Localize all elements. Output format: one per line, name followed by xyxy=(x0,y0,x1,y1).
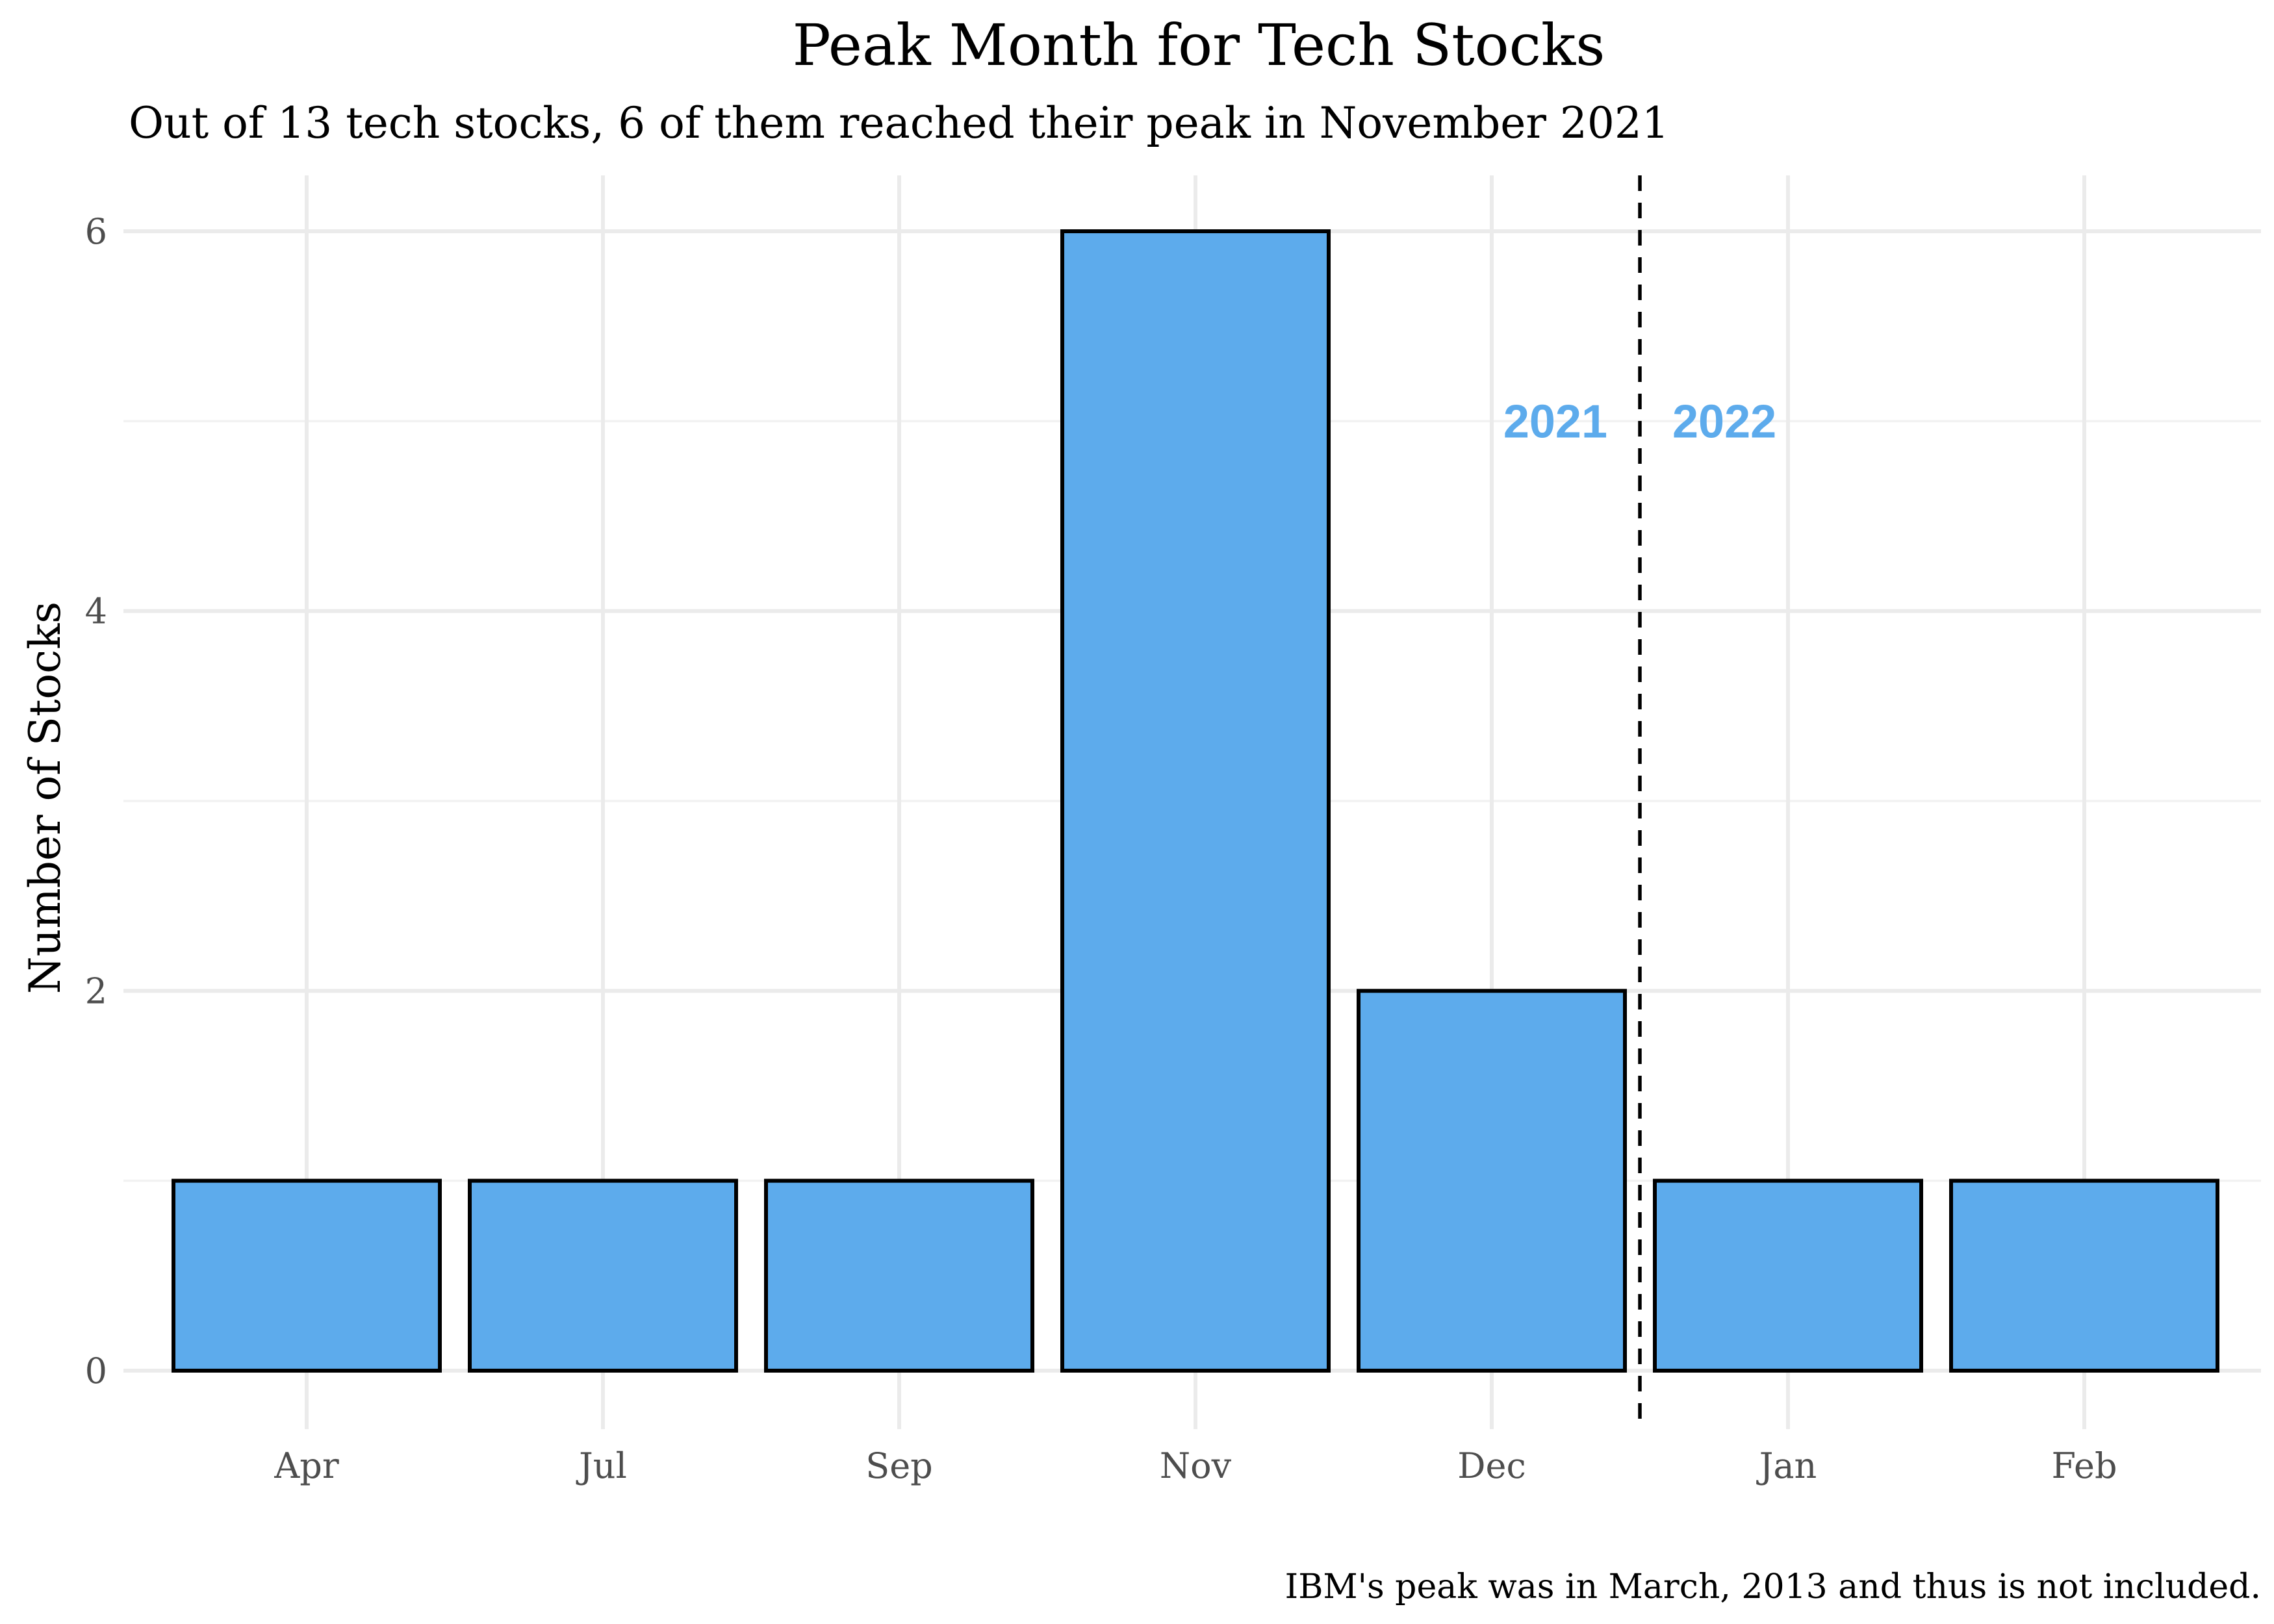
bars xyxy=(172,229,2219,1373)
bar-apr xyxy=(172,1178,442,1373)
y-tick-label: 6 xyxy=(85,211,107,252)
chart-subtitle: Out of 13 tech stocks, 6 of them reached… xyxy=(129,98,1669,148)
y-axis-ticks: 0 2 4 6 xyxy=(85,211,107,1391)
y-tick-label: 0 xyxy=(85,1351,107,1391)
bar-nov xyxy=(1060,229,1331,1373)
bar-feb xyxy=(1949,1178,2219,1373)
y-axis-label: Number of Stocks xyxy=(20,602,70,994)
chart-title: Peak Month for Tech Stocks xyxy=(793,12,1605,79)
x-tick-label: Jan xyxy=(1756,1445,1817,1486)
x-tick-label: Sep xyxy=(865,1445,933,1486)
bar-jan xyxy=(1653,1178,1923,1373)
chart-caption: IBM's peak was in March, 2013 and thus i… xyxy=(1285,1567,2261,1606)
x-tick-label: Nov xyxy=(1160,1445,1232,1486)
y-tick-label: 4 xyxy=(85,591,107,632)
annotation-2022: 2022 xyxy=(1672,396,1776,448)
annotation-2021: 2021 xyxy=(1503,396,1607,448)
bar-sep xyxy=(764,1178,1034,1373)
bar-jul xyxy=(468,1178,738,1373)
x-tick-label: Apr xyxy=(274,1445,339,1486)
x-tick-label: Jul xyxy=(576,1445,627,1486)
x-tick-label: Dec xyxy=(1457,1445,1526,1486)
bar-dec xyxy=(1357,989,1627,1373)
x-tick-label: Feb xyxy=(2051,1445,2117,1486)
annotations: 2021 2022 xyxy=(1503,396,1776,448)
y-tick-label: 2 xyxy=(85,971,107,1011)
x-axis-ticks: Apr Jul Sep Nov Dec Jan Feb xyxy=(274,1445,2117,1486)
